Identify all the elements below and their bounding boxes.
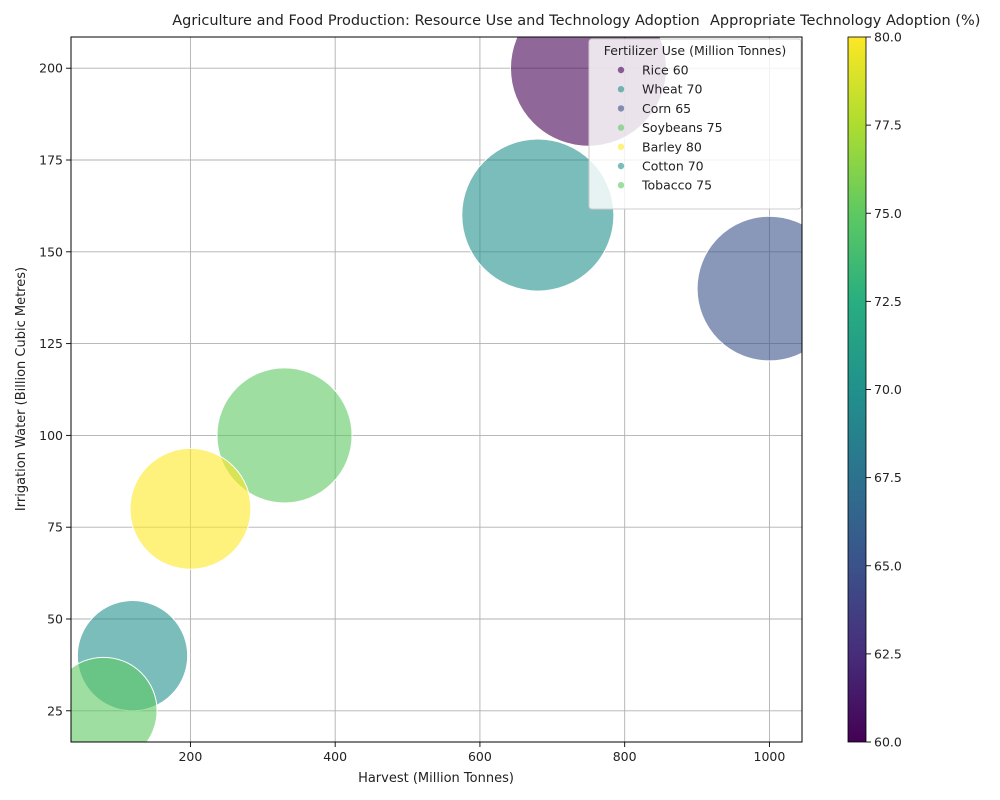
colorbar-gradient [848, 37, 866, 742]
legend: Fertilizer Use (Million Tonnes) Rice 60 W… [588, 38, 802, 210]
colorbar-tick-label: 62.5 [874, 646, 902, 661]
colorbar: 60.0 62.5 65.0 67.5 70.0 72.5 75.0 77.5 80.0 App… [710, 13, 980, 750]
colorbar-tick-label: 70.0 [874, 382, 902, 397]
x-axis-label: Harvest (Million Tonnes) [358, 771, 514, 786]
x-tick-label: 400 [323, 749, 347, 764]
colorbar-label: Appropriate Technology Adoption (%) [710, 13, 980, 29]
y-tick-label: 175 [39, 153, 63, 168]
legend-box [588, 38, 802, 210]
colorbar-tick-label: 60.0 [874, 735, 902, 750]
legend-items: Rice 60 Wheat 70 Corn 65 Soybeans 75 Barley … [617, 63, 723, 193]
legend-entry-label: Tobacco 75 [641, 178, 712, 193]
legend-entry-label: Soybeans 75 [642, 120, 723, 135]
legend-marker [617, 182, 625, 189]
legend-title: Fertilizer Use (Million Tonnes) [604, 43, 787, 58]
colorbar-ticks: 60.0 62.5 65.0 67.5 70.0 72.5 75.0 77.5 80.0 [866, 30, 902, 750]
y-axis-label: Irrigation Water (Billion Cubic Metres) [14, 267, 29, 511]
colorbar-tick-label: 75.0 [874, 206, 902, 221]
y-tick-label: 200 [39, 61, 63, 76]
legend-marker [617, 162, 625, 170]
colorbar-tick-label: 67.5 [874, 470, 902, 485]
legend-entry-label: Barley 80 [642, 139, 702, 154]
legend-entry-label: Rice 60 [642, 63, 689, 78]
y-tick-label: 125 [39, 336, 63, 351]
legend-entry-label: Cotton 70 [642, 159, 704, 174]
colorbar-tick-label: 77.5 [874, 118, 902, 133]
legend-marker [617, 105, 625, 112]
legend-marker [617, 86, 625, 93]
legend-marker [617, 143, 625, 150]
x-axis-ticks: 200 400 600 800 1000 [178, 742, 785, 764]
x-tick-label: 1000 [754, 749, 786, 764]
chart-title: Agriculture and Food Production: Resourc… [172, 13, 700, 29]
x-tick-label: 800 [613, 749, 637, 764]
y-tick-label: 150 [39, 244, 63, 259]
y-tick-label: 50 [47, 611, 63, 626]
bubble-point [696, 215, 802, 362]
bubble-point [129, 447, 252, 570]
x-tick-label: 200 [178, 749, 202, 764]
y-tick-label: 25 [47, 703, 63, 718]
legend-entry-label: Corn 65 [642, 101, 691, 116]
legend-entry-label: Wheat 70 [642, 82, 702, 97]
legend-marker [617, 124, 625, 131]
colorbar-tick-label: 65.0 [874, 558, 902, 573]
y-axis-ticks: 25 50 75 100 125 150 175 200 [39, 61, 71, 718]
legend-marker [617, 66, 625, 74]
bubble-point [461, 138, 615, 292]
bubble-point [71, 656, 158, 742]
y-tick-label: 75 [47, 520, 63, 535]
colorbar-tick-label: 80.0 [874, 30, 902, 45]
colorbar-tick-label: 72.5 [874, 294, 902, 309]
bubble-point [216, 367, 353, 504]
x-tick-label: 600 [468, 749, 492, 764]
y-tick-label: 100 [39, 428, 63, 443]
plot-frame [70, 36, 803, 743]
